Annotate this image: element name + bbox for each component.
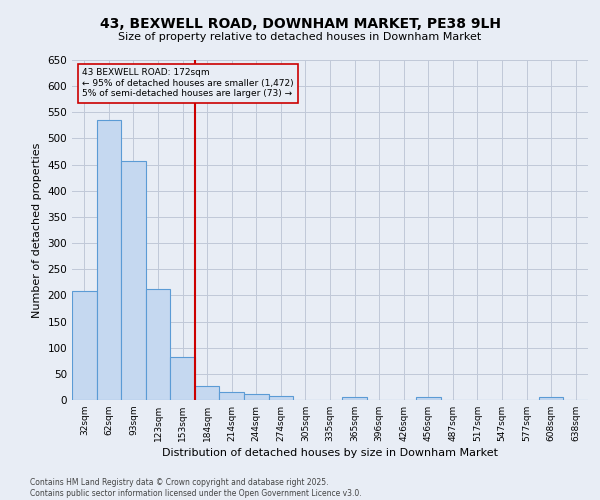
Bar	[220, 392, 244, 400]
Text: 43, BEXWELL ROAD, DOWNHAM MARKET, PE38 9LH: 43, BEXWELL ROAD, DOWNHAM MARKET, PE38 9…	[100, 18, 500, 32]
Bar	[72, 291, 97, 400]
Text: 43 BEXWELL ROAD: 172sqm
← 95% of detached houses are smaller (1,472)
5% of semi-: 43 BEXWELL ROAD: 172sqm ← 95% of detache…	[82, 68, 294, 98]
Bar	[539, 398, 563, 400]
Text: Size of property relative to detached houses in Downham Market: Size of property relative to detached ho…	[118, 32, 482, 42]
Bar	[269, 396, 293, 400]
Text: Contains HM Land Registry data © Crown copyright and database right 2025.
Contai: Contains HM Land Registry data © Crown c…	[30, 478, 362, 498]
X-axis label: Distribution of detached houses by size in Downham Market: Distribution of detached houses by size …	[162, 448, 498, 458]
Bar	[146, 289, 170, 400]
Y-axis label: Number of detached properties: Number of detached properties	[32, 142, 42, 318]
Bar	[121, 162, 146, 400]
Bar	[416, 398, 440, 400]
Bar	[170, 357, 195, 400]
Bar	[244, 394, 269, 400]
Bar	[342, 398, 367, 400]
Bar	[195, 386, 220, 400]
Bar	[97, 120, 121, 400]
